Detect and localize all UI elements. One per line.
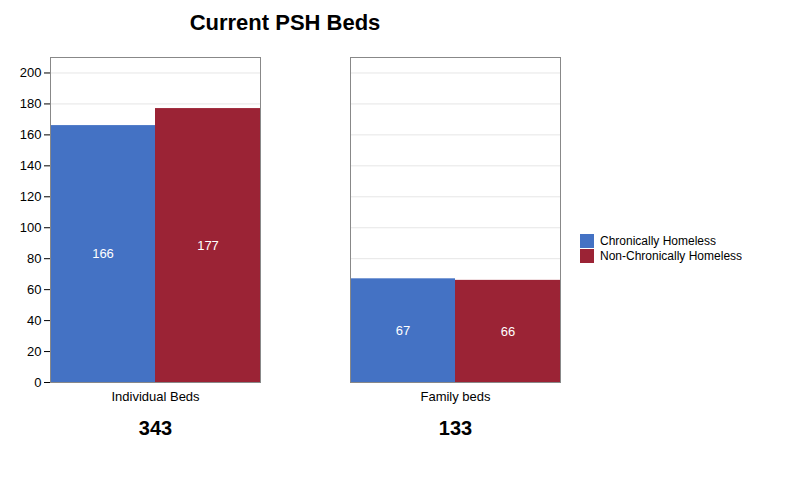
svg-text:Individual Beds: Individual Beds bbox=[111, 389, 200, 404]
html-text:Non-Chronically Homeless: Non-Chronically Homeless bbox=[600, 249, 743, 263]
svg-text:160: 160 bbox=[20, 127, 42, 142]
svg-text:20: 20 bbox=[27, 344, 41, 359]
svg-text:166: 166 bbox=[92, 246, 114, 261]
html-text:Current PSH Beds: Current PSH Beds bbox=[189, 10, 381, 35]
svg-text:60: 60 bbox=[27, 282, 41, 297]
svg-text:133: 133 bbox=[439, 417, 472, 439]
svg-text:200: 200 bbox=[20, 65, 42, 80]
svg-text:180: 180 bbox=[20, 96, 42, 111]
svg-text:67: 67 bbox=[396, 323, 410, 338]
svg-text:100: 100 bbox=[20, 220, 42, 235]
svg-text:120: 120 bbox=[20, 189, 42, 204]
svg-text:66: 66 bbox=[501, 324, 515, 339]
svg-text:0: 0 bbox=[34, 375, 41, 390]
svg-text:40: 40 bbox=[27, 313, 41, 328]
svg-text:140: 140 bbox=[20, 158, 42, 173]
svg-text:Family beds: Family beds bbox=[420, 389, 491, 404]
svg-text:343: 343 bbox=[139, 417, 172, 439]
html-text:Chronically Homeless: Chronically Homeless bbox=[600, 234, 716, 248]
svg-text:177: 177 bbox=[197, 238, 219, 253]
svg-text:80: 80 bbox=[27, 251, 41, 266]
